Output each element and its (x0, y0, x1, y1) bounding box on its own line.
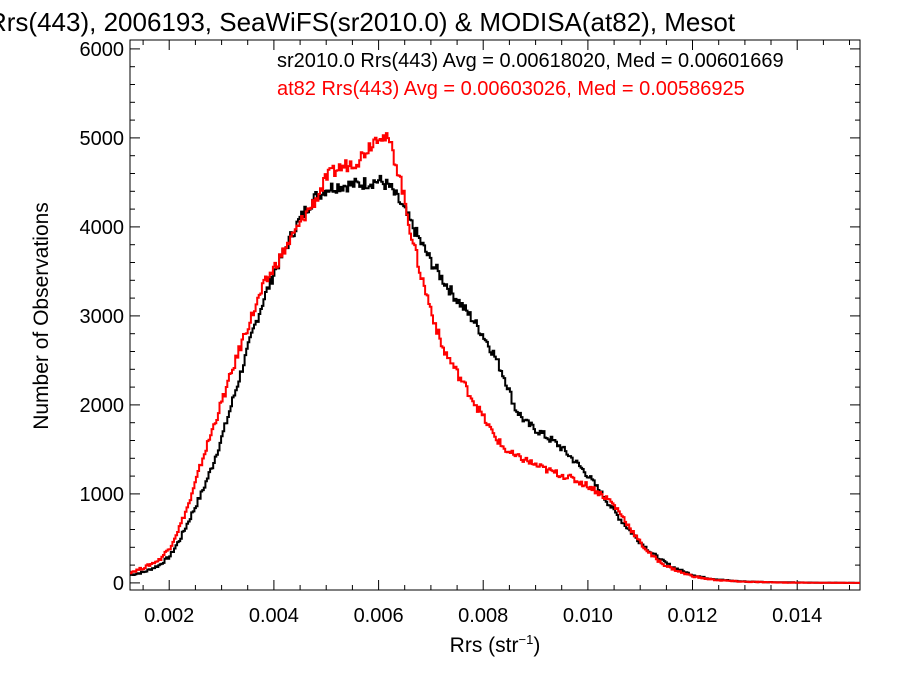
histogram-line-0 (130, 174, 860, 584)
y-tick-label: 5000 (80, 128, 125, 150)
series-0 (130, 174, 860, 584)
x-tick-label: 0.006 (354, 605, 404, 627)
x-tick-label: 0.008 (458, 605, 508, 627)
y-axis: 0 1000 2000 3000 4000 5000 6000 (80, 39, 860, 595)
plot-frame (129, 39, 861, 591)
chart-title: Rrs(443), 2006193, SeaWiFS(sr2010.0) & M… (0, 7, 736, 37)
x-tick-label: 0.010 (563, 605, 613, 627)
y-tick-label: 2000 (80, 395, 125, 417)
x-tick-label: 0.004 (249, 605, 299, 627)
legend-entry-at82: at82 Rrs(443) Avg = 0.00603026, Med = 0.… (277, 78, 745, 100)
series-1 (130, 132, 860, 584)
y-tick-label: 6000 (80, 39, 125, 61)
x-tick-label: 0.014 (772, 605, 822, 627)
y-tick-label: 0 (113, 573, 124, 595)
y-axis-label: Number of Observations (30, 202, 53, 430)
x-axis-label: Rrs (str−1) (450, 632, 541, 657)
legend-entry-sr2010: sr2010.0 Rrs(443) Avg = 0.00618020, Med … (277, 50, 784, 72)
x-tick-label: 0.002 (144, 605, 194, 627)
y-tick-label: 1000 (80, 484, 125, 506)
y-tick-label: 3000 (80, 306, 125, 328)
series-layer (130, 132, 860, 584)
histogram-line-1 (130, 132, 860, 584)
y-tick-label: 4000 (80, 217, 125, 239)
x-tick-label: 0.012 (667, 605, 717, 627)
x-axis: 0.002 0.004 0.006 0.008 0.010 0.012 0.014 (142, 40, 850, 627)
